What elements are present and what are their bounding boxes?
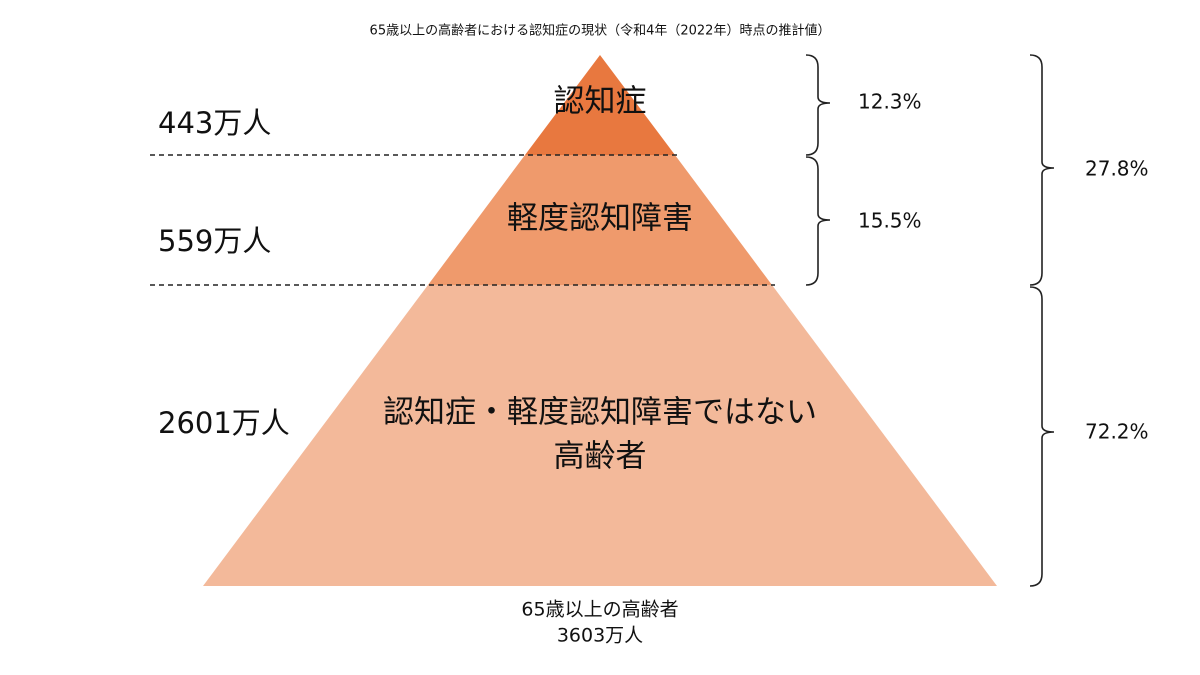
count-label: 443万人	[158, 106, 271, 140]
pyramid-top	[525, 55, 675, 155]
total-label: 65歳以上の高齢者	[521, 599, 678, 621]
group-share-label: 72.2%	[1085, 420, 1149, 444]
pyramid-bottom	[203, 285, 997, 586]
bracket	[1029, 54, 1055, 286]
group-share-label: 27.8%	[1085, 157, 1149, 181]
layer-label: 認知症	[554, 84, 647, 120]
share-label: 12.3%	[858, 90, 922, 114]
share-label: 15.5%	[858, 209, 922, 233]
title: 65歳以上の高齢者における認知症の現状（令和4年（2022年）時点の推計値）	[370, 23, 831, 39]
total-count: 3603万人	[557, 625, 643, 647]
pyramid-middle	[428, 155, 772, 285]
layer-label: 軽度認知障害	[507, 201, 693, 237]
layer-label: 認知症・軽度認知障害ではない	[383, 395, 817, 431]
bracket	[1029, 286, 1055, 587]
count-label: 559万人	[158, 224, 271, 258]
count-label: 2601万人	[158, 406, 290, 440]
bracket	[805, 54, 831, 156]
layer-label: 高齢者	[554, 439, 647, 475]
bracket	[805, 156, 831, 286]
